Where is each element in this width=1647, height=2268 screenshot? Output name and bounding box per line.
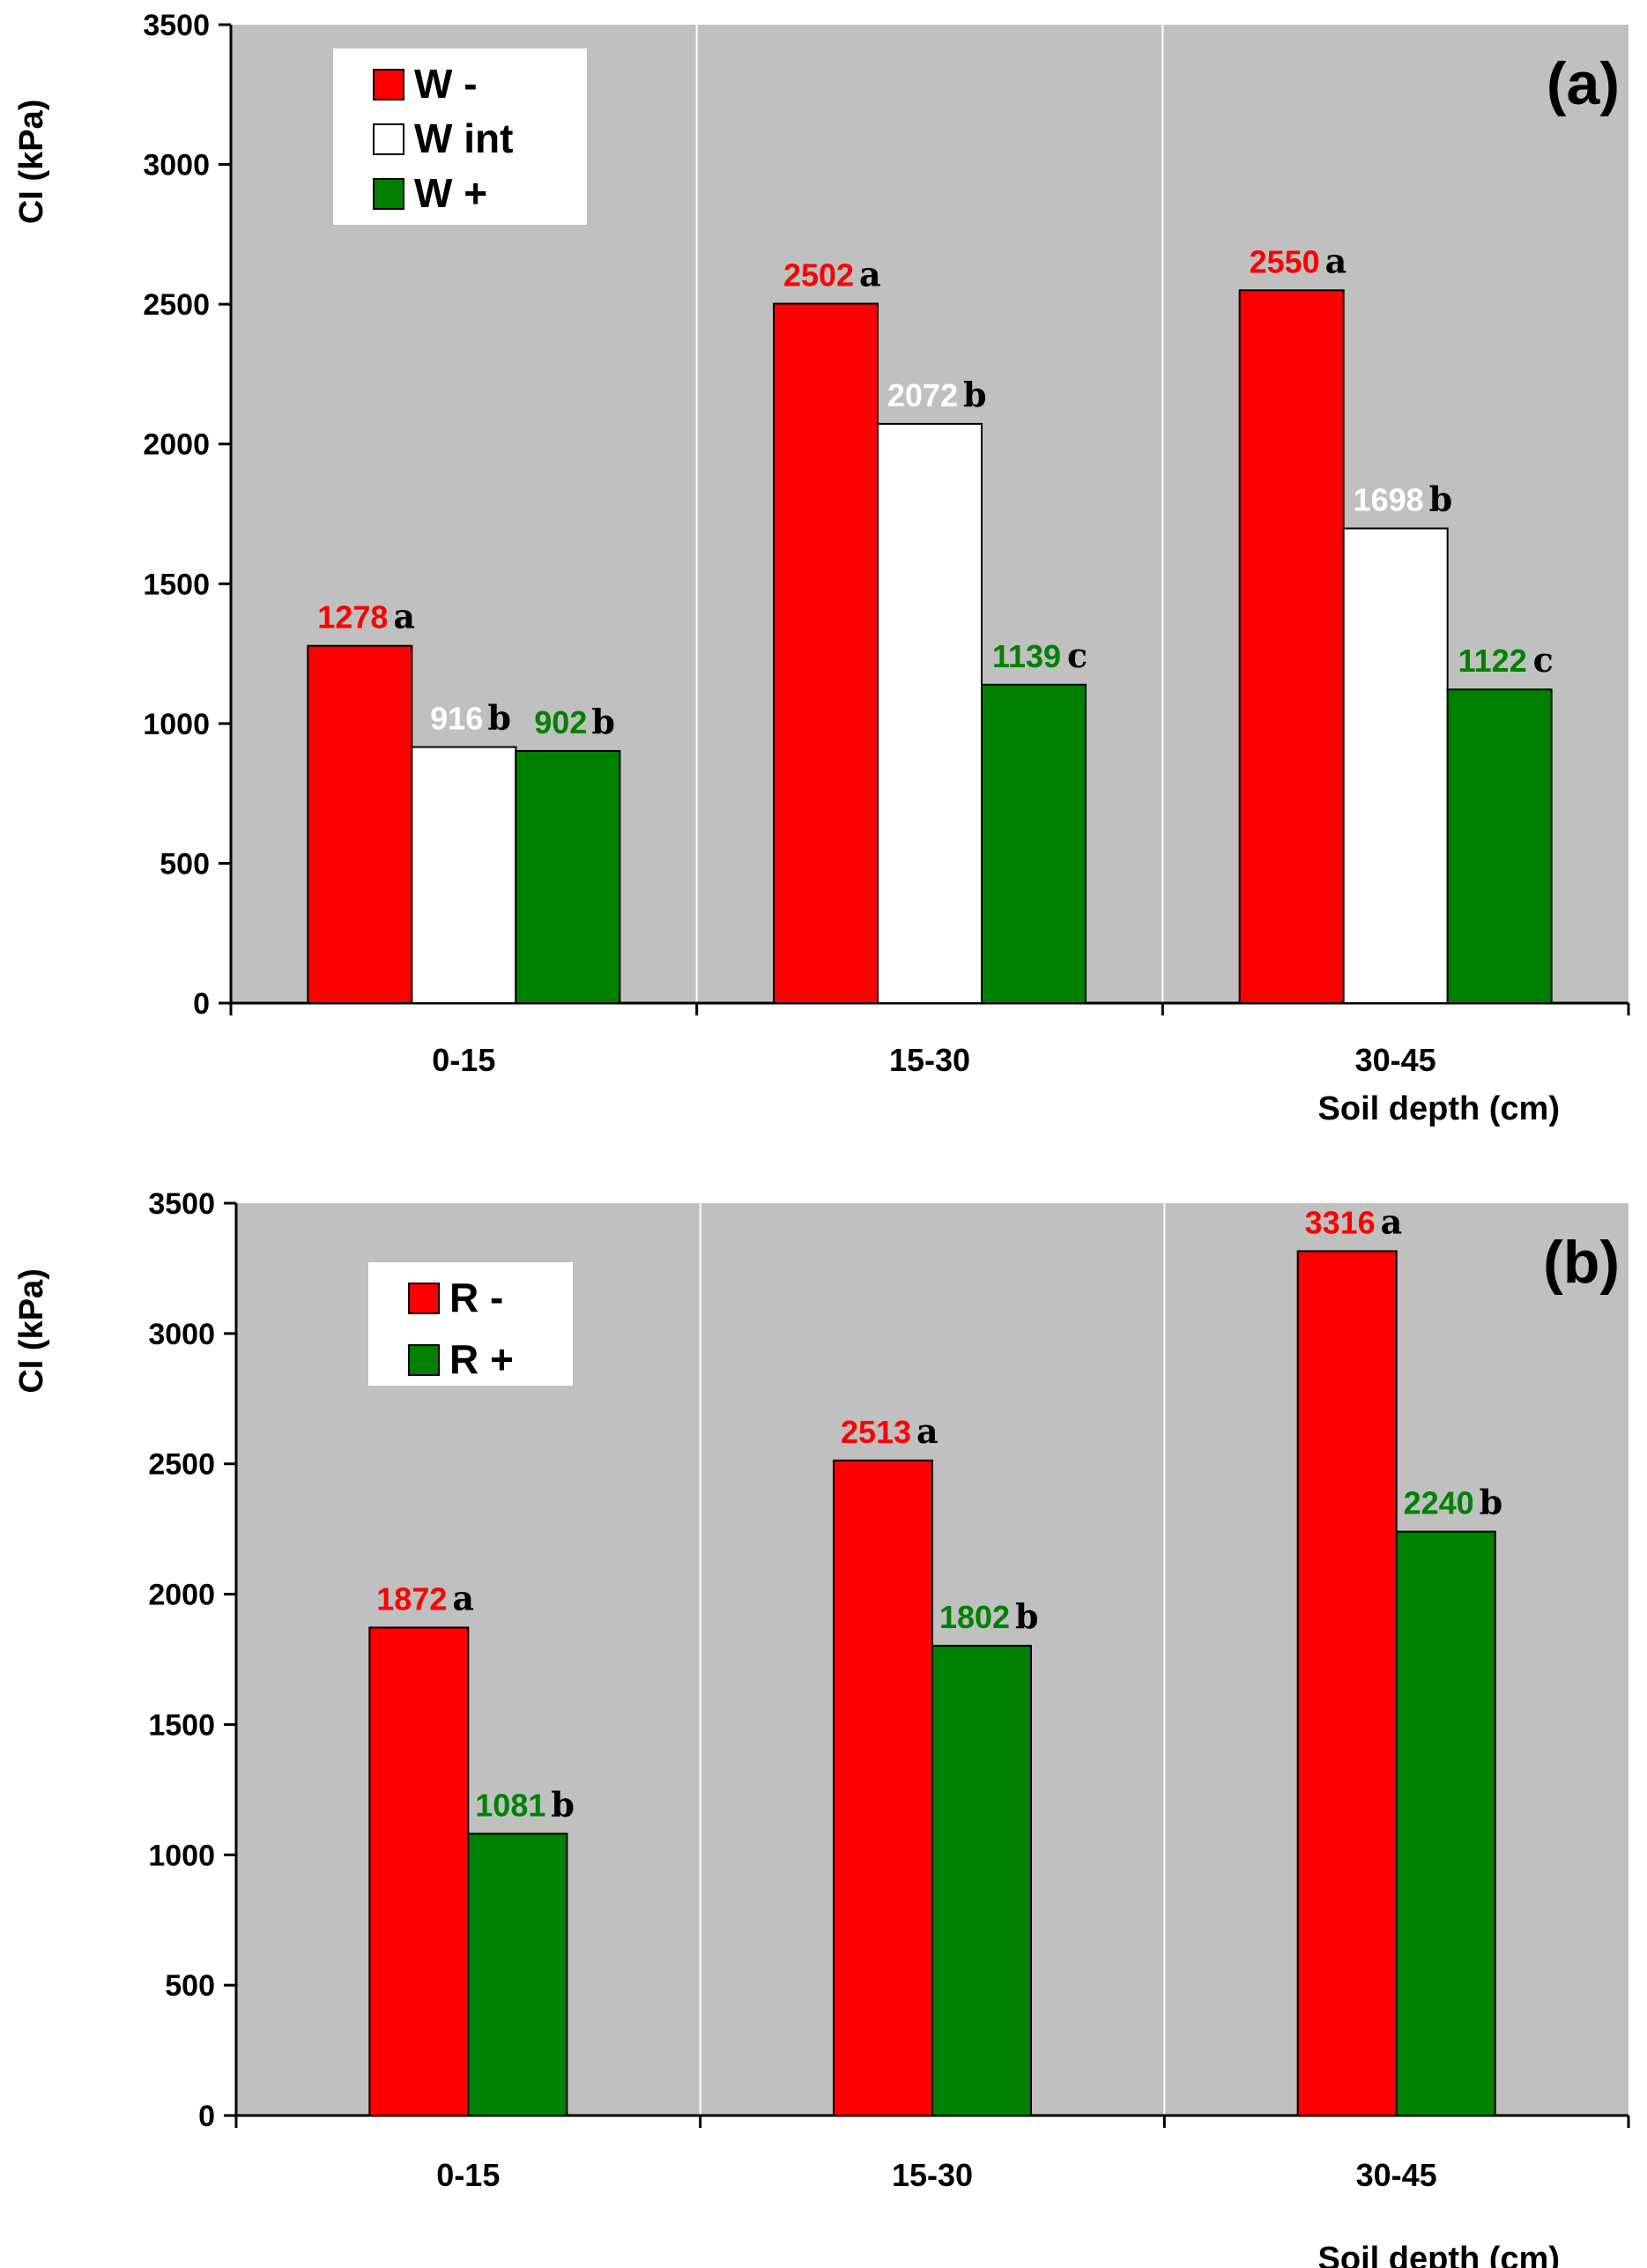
panel-b-legend-box xyxy=(368,1262,573,1386)
panel-a-y-tick-label: 2000 xyxy=(143,428,210,462)
panel-a-legend-label: W + xyxy=(414,170,487,216)
panel-b-data-label: 1872 xyxy=(376,1580,447,1617)
panel-b-data-label: 2240 xyxy=(1404,1485,1474,1521)
panel-b-y-tick-label: 2500 xyxy=(148,1448,215,1482)
panel-a-significance-letter: a xyxy=(859,255,881,294)
panel-a-data-label: 1698 xyxy=(1354,481,1424,517)
panel-b-category-label: 15-30 xyxy=(892,2157,973,2193)
panel-a-bar-w-int-15-30 xyxy=(877,422,983,1004)
panel-b-y-tick-label: 2000 xyxy=(148,1579,215,1612)
panel-a-legend-label: W int xyxy=(414,115,513,161)
panel-b-data-label: 2513 xyxy=(841,1414,911,1450)
panel-b-bar-r-plus-30-45 xyxy=(1395,1530,1496,2116)
panel-a-bar-w-int-30-45 xyxy=(1342,527,1449,1004)
panel-a-y-axis-title: CI (kPa) xyxy=(13,100,50,224)
panel-a-bar-w-int-0-15 xyxy=(411,746,517,1004)
panel-b-bar-r-minus-0-15 xyxy=(368,1626,470,2116)
panel-b-chart: 0 500 1000 1500 2000 2500 3000 3500 0-15 15-30 30-… xyxy=(13,1187,1630,2268)
panel-a-y-tick-label: 3000 xyxy=(143,149,210,182)
panel-b-y-axis-title: CI (kPa) xyxy=(13,1268,50,1393)
panel-b-legend-swatch-r-minus xyxy=(408,1283,440,1314)
panel-a-data-label: 916 xyxy=(430,700,483,736)
panel-b-significance-letter: b xyxy=(1015,1596,1039,1636)
panel-b-bar-r-plus-15-30 xyxy=(931,1645,1032,2116)
panel-a-data-label: 1278 xyxy=(317,599,388,636)
panel-b-data-label: 1802 xyxy=(939,1599,1010,1635)
panel-a-bar-w-minus-30-45 xyxy=(1238,289,1345,1004)
panel-a-y-tick-label: 1000 xyxy=(143,708,210,741)
panel-a-y-tick-label: 500 xyxy=(160,847,210,881)
panel-b-data-label: 1081 xyxy=(475,1787,545,1823)
panel-a-category-label: 30-45 xyxy=(1355,1042,1436,1078)
panel-b-y-tick-label: 1000 xyxy=(148,1839,215,1872)
panel-b-category-label: 0-15 xyxy=(436,2157,500,2193)
panel-a-data-label: 1139 xyxy=(992,638,1061,674)
panel-a-chart: 0 500 1000 1500 2000 2500 3000 3500 0-15 15-30 30-… xyxy=(13,9,1630,1127)
panel-b-significance-letter: b xyxy=(1480,1483,1503,1522)
panel-a-data-label: 2502 xyxy=(783,257,854,294)
panel-a-legend-swatch-w-int xyxy=(373,123,404,155)
panel-b-bar-r-minus-30-45 xyxy=(1296,1250,1398,2116)
panel-a-bar-w-plus-30-45 xyxy=(1446,688,1553,1004)
panel-a-significance-letter: b xyxy=(591,702,615,741)
panel-b-legend-label: R + xyxy=(449,1336,514,1382)
panel-b-panel-tag: (b) xyxy=(1543,1229,1620,1296)
panel-a-legend-swatch-w-minus xyxy=(373,69,404,100)
panel-b-y-tick-label: 1500 xyxy=(148,1708,215,1742)
panel-a-data-label: 2550 xyxy=(1250,243,1320,279)
panel-b-legend-label: R - xyxy=(449,1275,503,1320)
panel-b-significance-letter: a xyxy=(1381,1201,1403,1241)
panel-a-significance-letter: b xyxy=(963,375,987,414)
panel-a-category-label: 15-30 xyxy=(889,1042,970,1078)
panel-b-significance-letter: a xyxy=(452,1578,474,1617)
panel-b-significance-letter: b xyxy=(551,1784,575,1824)
panel-a-significance-letter: b xyxy=(487,697,511,737)
panel-a-category-label: 0-15 xyxy=(432,1042,495,1078)
panel-a-data-label: 2072 xyxy=(887,377,958,413)
panel-a-bar-w-plus-15-30 xyxy=(981,683,1087,1004)
panel-a-bar-w-minus-15-30 xyxy=(773,302,879,1005)
panel-a-legend-swatch-w-plus xyxy=(373,178,404,210)
panel-b-significance-letter: a xyxy=(916,1411,938,1451)
panel-b-bar-r-plus-0-15 xyxy=(467,1833,568,2116)
panel-b-y-tick-label: 3000 xyxy=(148,1318,215,1351)
panel-a-y-tick-label: 3500 xyxy=(143,9,210,42)
panel-a-data-label: 1122 xyxy=(1458,643,1527,679)
panel-b-y-tick-label: 500 xyxy=(165,1969,215,2003)
panel-a-bar-w-minus-0-15 xyxy=(307,644,413,1004)
panel-b-x-axis-title: Soil depth (cm) xyxy=(1318,2241,1560,2268)
panel-a-y-tick-label: 0 xyxy=(193,987,210,1021)
panel-a-significance-letter: a xyxy=(393,597,415,636)
panel-b-data-label: 3316 xyxy=(1305,1204,1376,1240)
panel-a-y-tick-label: 1500 xyxy=(143,568,210,601)
panel-b-bar-r-minus-15-30 xyxy=(833,1459,933,2116)
panel-a-significance-letter: a xyxy=(1325,241,1347,280)
panel-a-panel-tag: (a) xyxy=(1547,50,1620,117)
panel-a-y-tick-label: 2500 xyxy=(143,288,210,322)
panel-b-category-label: 30-45 xyxy=(1356,2157,1437,2193)
panel-a-data-label: 902 xyxy=(534,704,587,740)
panel-a-legend-label: W - xyxy=(414,61,478,107)
panel-a-significance-letter: c xyxy=(1533,640,1554,680)
panel-b-y-tick-label: 0 xyxy=(198,2100,215,2133)
panel-a-x-axis-title: Soil depth (cm) xyxy=(1318,1090,1560,1127)
panel-b-legend-swatch-r-plus xyxy=(408,1344,440,1376)
panel-a-bar-w-plus-0-15 xyxy=(515,749,621,1004)
panel-a-significance-letter: b xyxy=(1429,479,1453,518)
panel-b-y-tick-label: 3500 xyxy=(148,1187,215,1221)
panel-a-significance-letter: c xyxy=(1067,636,1087,675)
